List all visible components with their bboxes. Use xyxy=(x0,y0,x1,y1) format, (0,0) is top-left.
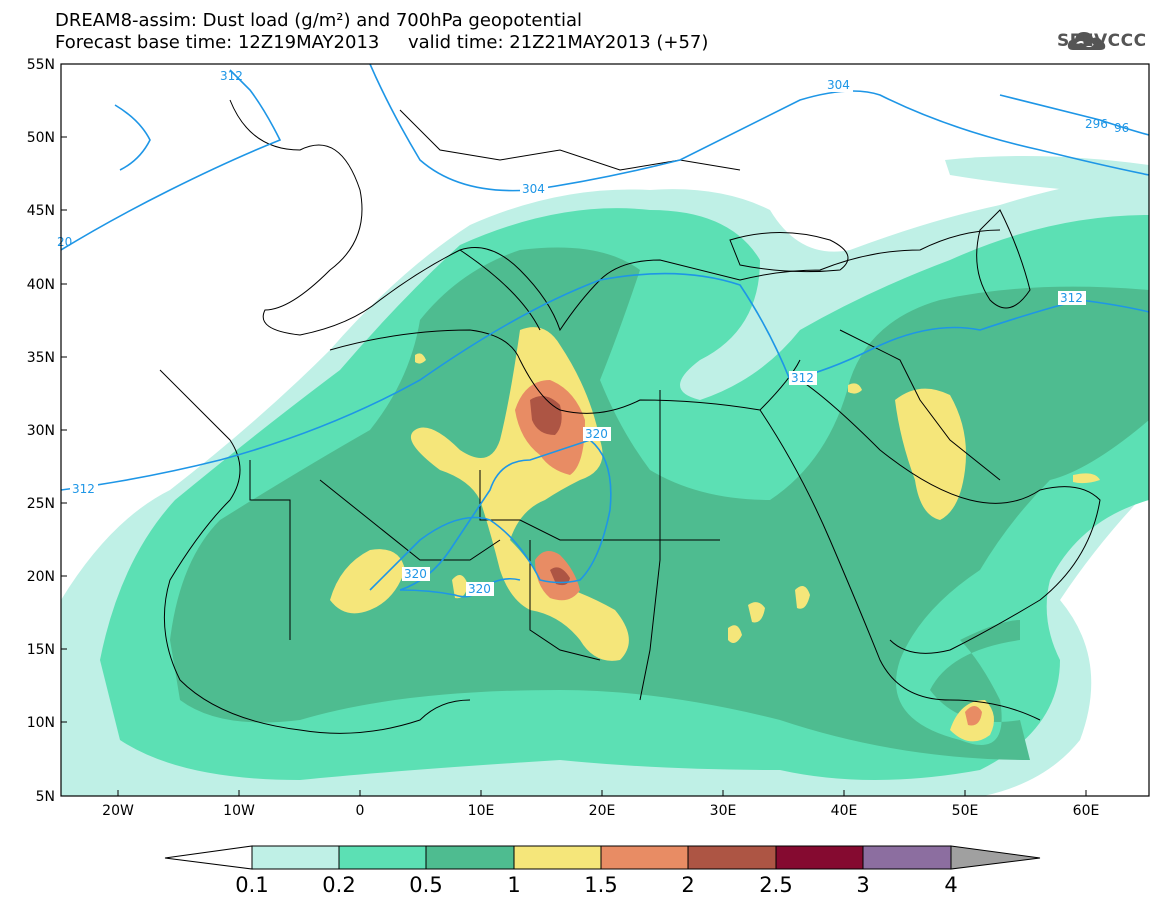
contour-label: 304 xyxy=(827,78,850,92)
colorbar-swatch xyxy=(775,845,864,870)
colorbar-swatch xyxy=(862,845,952,870)
contour-label: 320 xyxy=(468,582,491,596)
colorbar-swatch xyxy=(338,845,427,870)
colorbar-label: 3 xyxy=(856,873,869,897)
longitude-axis: 20W 10W 0 10E 20E 30E 40E 50E 60E xyxy=(102,790,1099,819)
coast-europe xyxy=(229,99,1001,336)
dust-band-1-sudan3 xyxy=(728,625,742,644)
colorbar-label: 0.1 xyxy=(235,873,268,897)
colorbar-label: 2 xyxy=(681,873,694,897)
colorbar-swatch xyxy=(687,845,777,870)
dust-band-1-small1 xyxy=(848,383,862,394)
lon-label: 60E xyxy=(1073,803,1100,819)
lat-label: 25N xyxy=(27,496,55,512)
contour-label: 320 xyxy=(585,427,608,441)
colorbar-right-arrow xyxy=(950,845,1041,870)
contour-label: 304 xyxy=(522,182,545,196)
dust-band-1-blob xyxy=(452,575,468,599)
logo-text: SEEVCCC xyxy=(1057,31,1147,51)
contour-label: 312 xyxy=(220,69,243,83)
lat-label: 30N xyxy=(27,423,55,439)
coast-north-africa xyxy=(329,329,801,414)
dust-band-1-small2 xyxy=(1073,473,1100,484)
contour-label: 20 xyxy=(57,235,72,249)
contour-304 xyxy=(369,64,1149,192)
colorbar: 0.1 0.2 0.5 1 1.5 2 2.5 3 4 xyxy=(164,845,1041,897)
contour-320-tail xyxy=(399,577,521,598)
dust-band-1-algeria xyxy=(330,549,405,614)
contour-320-loop xyxy=(369,439,612,591)
lat-label: 40N xyxy=(27,277,55,293)
colorbar-swatch xyxy=(600,845,689,870)
contour-label: 312 xyxy=(1060,291,1083,305)
lat-label: 10N xyxy=(27,715,55,731)
contour-north-east xyxy=(999,94,1149,136)
coast-arabia xyxy=(799,379,1101,654)
dust-band-1-sudan1 xyxy=(748,602,765,623)
dust-band-1-sudan2 xyxy=(795,586,810,609)
colorbar-label: 1 xyxy=(507,873,520,897)
lat-label: 5N xyxy=(36,789,55,805)
lat-label: 50N xyxy=(27,130,55,146)
colorbar-label: 1.5 xyxy=(584,873,617,897)
colorbar-label: 4 xyxy=(944,873,957,897)
coast-red-sea xyxy=(759,409,1041,721)
contour-312-west xyxy=(61,272,1149,491)
lon-label: 10E xyxy=(468,803,495,819)
contour-west-loop xyxy=(114,104,151,171)
coast-italy xyxy=(459,249,541,331)
contour-label: 296 xyxy=(1085,117,1108,131)
contour-label: 96 xyxy=(1114,121,1129,135)
border-sahara-1 xyxy=(249,460,291,640)
lat-label: 45N xyxy=(27,203,55,219)
lat-label: 15N xyxy=(27,642,55,658)
coast-caspian xyxy=(976,209,1031,309)
colorbar-left-arrow xyxy=(164,845,253,870)
lon-label: 0 xyxy=(356,803,365,819)
chart-subtitle: Forecast base time: 12Z19MAY2013 valid t… xyxy=(55,32,709,53)
colorbar-label: 0.5 xyxy=(409,873,442,897)
lat-label: 55N xyxy=(27,57,55,73)
lon-label: 30E xyxy=(710,803,737,819)
dust-band-2-chad xyxy=(550,567,570,586)
lon-label: 50E xyxy=(952,803,979,819)
border-sahara-2 xyxy=(319,479,501,561)
coastlines xyxy=(159,99,1101,734)
contour-label: 312 xyxy=(72,482,95,496)
lon-label: 20W xyxy=(102,803,134,819)
colorbar-label: 2.5 xyxy=(759,873,792,897)
colorbar-label: 0.2 xyxy=(322,873,355,897)
lat-label: 20N xyxy=(27,569,55,585)
colorbar-swatch xyxy=(425,845,515,870)
border-sahara-5 xyxy=(529,540,601,661)
dust-band-1-iraq xyxy=(895,388,966,520)
coast-africa xyxy=(159,369,471,734)
coast-black-sea xyxy=(729,232,849,273)
latitude-axis: 55N 50N 45N 40N 35N 30N 25N 20N 15N 10N … xyxy=(27,57,67,805)
dust-band-1.5-somalia xyxy=(965,706,982,726)
contour-label: 320 xyxy=(404,567,427,581)
dust-band-0.1-north xyxy=(945,156,1149,195)
lon-label: 10W xyxy=(223,803,255,819)
lon-label: 20E xyxy=(589,803,616,819)
dust-band-1-small3 xyxy=(415,353,426,364)
colorbar-swatch xyxy=(251,845,340,870)
cloud-icon xyxy=(1067,32,1106,50)
chart-title: DREAM8-assim: Dust load (g/m²) and 700hP… xyxy=(55,10,582,31)
lat-label: 35N xyxy=(27,350,55,366)
contour-label-group: 304 304 312 312 312 320 320 320 296 96 3… xyxy=(57,69,1129,596)
contour-320-west xyxy=(61,69,282,251)
contour-label: 312 xyxy=(791,371,814,385)
lon-label: 40E xyxy=(831,803,858,819)
border-sahara-4 xyxy=(639,390,661,701)
colorbar-swatch xyxy=(513,845,602,870)
border-middle-east xyxy=(839,329,1001,481)
geopotential-contours xyxy=(61,64,1149,598)
